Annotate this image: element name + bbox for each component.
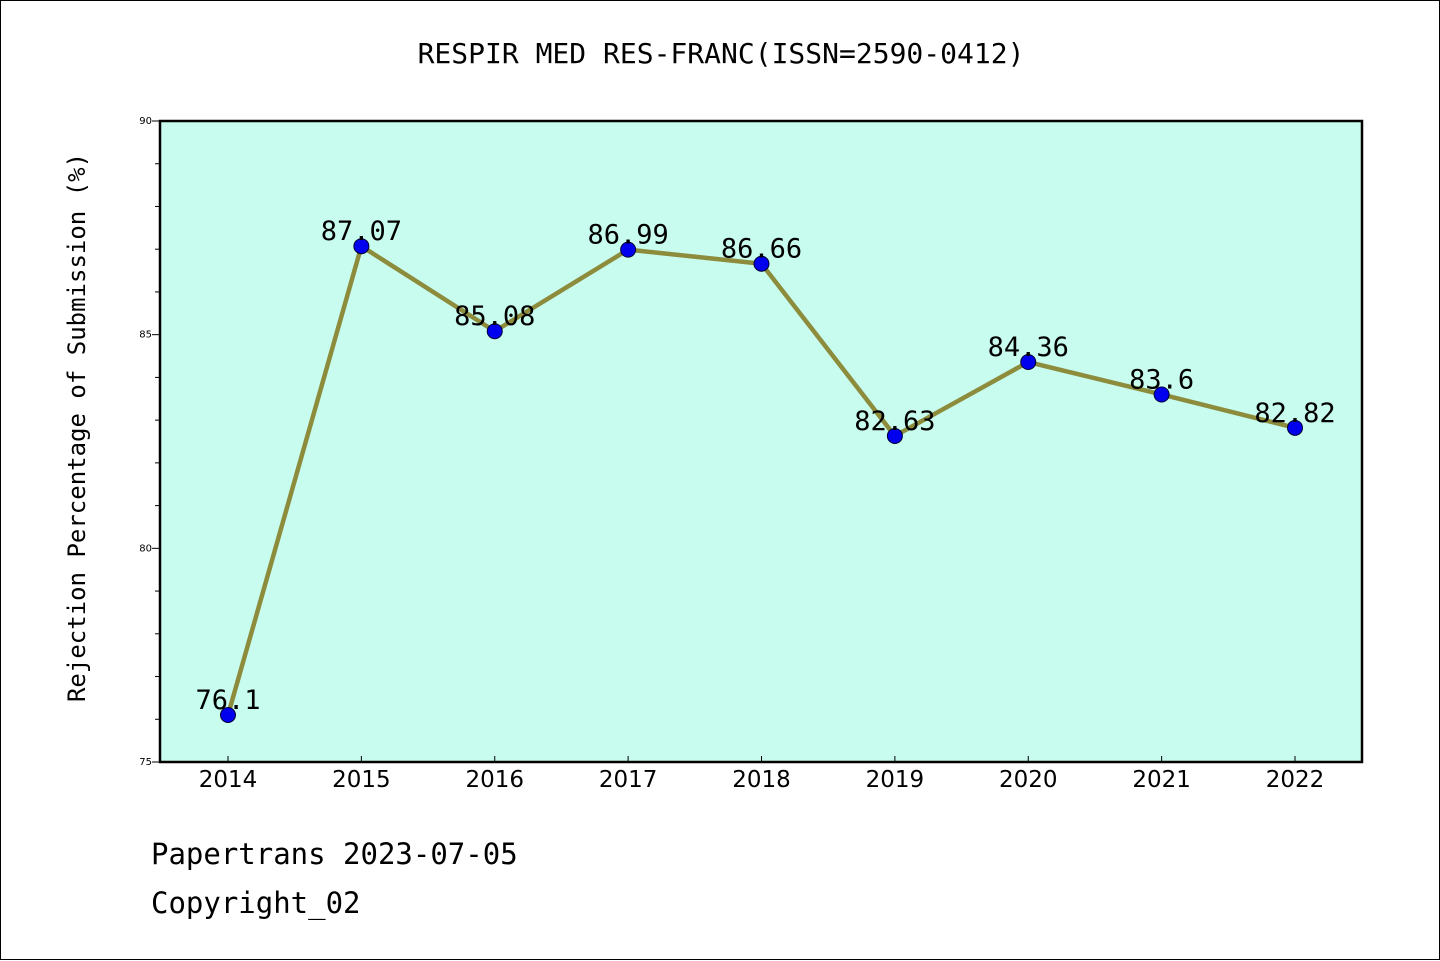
data-point (620, 241, 637, 258)
data-point (886, 427, 903, 444)
data-point (1287, 419, 1303, 436)
y-tick-label: 80 (139, 543, 152, 554)
data-labels: 76.1 87.07 85.08 86.99 86.66 82.63 84.36 83.6 82… (195, 216, 1335, 716)
x-tick-label: 2015 (332, 767, 391, 793)
footer-copyright: Copyright_02 (151, 886, 361, 920)
data-label: 82.82 (1254, 398, 1335, 429)
x-tick-label: 2017 (599, 767, 658, 793)
y-tick-label: 90 (139, 116, 152, 127)
data-point (1153, 386, 1170, 403)
data-label: 86.99 (587, 220, 668, 251)
data-label: 87.07 (321, 216, 402, 247)
y-tick-label: 85 (139, 330, 152, 341)
data-points (220, 238, 1303, 723)
y-axis-ticks: 75 80 85 90 (139, 116, 160, 768)
data-point (753, 255, 770, 272)
data-point (353, 238, 370, 255)
plot-area (160, 121, 1362, 762)
data-label: 83.6 (1129, 364, 1194, 395)
x-tick-label: 2019 (866, 767, 925, 793)
chart-title: RESPIR MED RES-FRANC(ISSN=2590-0412) (417, 37, 1025, 70)
x-tick-label: 2018 (732, 767, 791, 793)
y-tick-label: 75 (139, 757, 152, 768)
footer-date: Papertrans 2023-07-05 (151, 837, 518, 871)
plot-border (158, 119, 1364, 764)
x-tick-label: 2016 (465, 767, 524, 793)
data-label: 76.1 (195, 685, 260, 716)
x-tick-label: 2014 (199, 767, 258, 793)
data-label: 86.66 (721, 234, 802, 265)
x-tick-label: 2020 (999, 767, 1058, 793)
x-tick-label: 2021 (1132, 767, 1191, 793)
data-label: 84.36 (988, 332, 1069, 363)
data-point (220, 706, 236, 723)
y-axis-label: Rejection Percentage of Submission (%) (63, 153, 91, 702)
x-axis-ticks: 2014 2015 2016 2017 2018 2019 2020 2021 2022 (199, 756, 1325, 793)
data-label: 82.63 (854, 406, 935, 437)
data-label: 85.08 (454, 301, 535, 332)
x-tick-label: 2022 (1266, 767, 1325, 793)
data-point (486, 323, 503, 340)
data-point (1020, 354, 1037, 371)
